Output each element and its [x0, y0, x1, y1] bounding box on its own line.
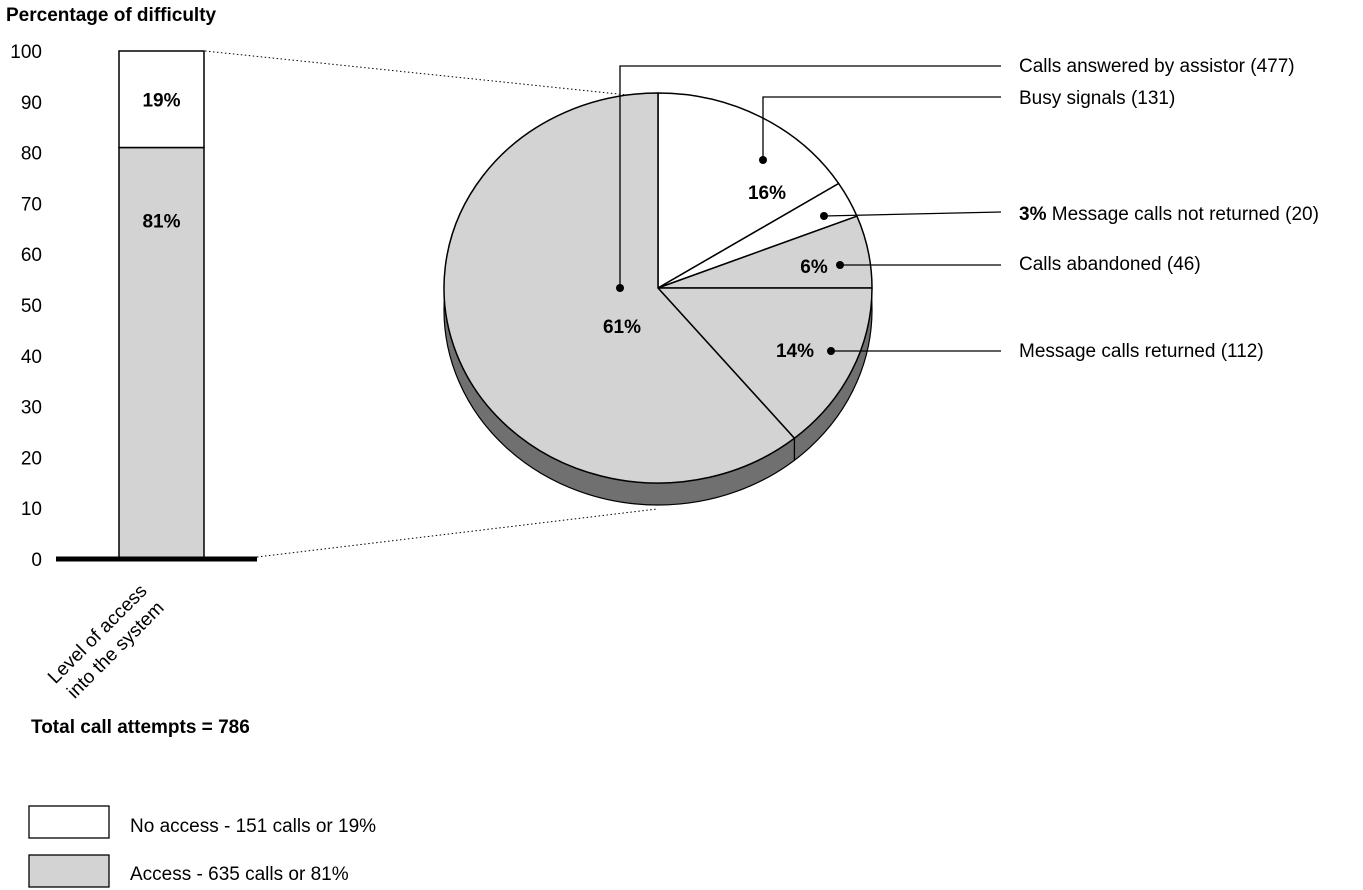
- y-axis-title: Percentage of difficulty: [6, 5, 217, 26]
- legend-text-busy: Busy signals (131): [1019, 88, 1175, 109]
- callout-dot-assistor: [616, 284, 624, 292]
- pie-slice-returned: [657, 287, 873, 439]
- callout-dot-abandoned: [836, 261, 844, 269]
- y-tick-label: 10: [21, 499, 42, 520]
- pie-label-busy: 16%: [748, 183, 786, 204]
- y-tick-label: 40: [21, 347, 42, 368]
- pie-slice-busy: [657, 92, 840, 289]
- pie-label-not-returned: 3%: [1019, 204, 1047, 225]
- callout-line-not-returned: [823, 211, 1002, 217]
- y-axis-ticks: 0 10 20 30 40 50 60 70 80 90 100: [10, 42, 42, 571]
- connector-bottom: [256, 508, 658, 558]
- y-tick-label: 30: [21, 398, 42, 419]
- legend-swatch-no-access: [28, 805, 110, 839]
- callout-dot-returned: [827, 347, 835, 355]
- legend-name-not-returned: Message calls not returned (20): [1046, 204, 1318, 225]
- y-tick-label: 70: [21, 194, 42, 215]
- callout-dot-not-returned: [820, 212, 828, 220]
- legend-swatch-access: [28, 854, 110, 888]
- legend-text-assistor: Calls answered by assistor (477): [1019, 56, 1295, 77]
- y-tick-label: 60: [21, 245, 42, 266]
- bar-label-access: 81%: [142, 212, 180, 233]
- y-tick-label: 80: [21, 144, 42, 165]
- callout-line-busy: [762, 96, 1001, 160]
- pie-callouts: Calls answered by assistor (477) 61% Busy …: [603, 56, 1319, 362]
- legend-label-no-access: No access - 151 calls or 19%: [130, 816, 376, 837]
- bar-segment-no-access: [118, 50, 205, 149]
- y-tick-label: 100: [10, 42, 42, 63]
- x-axis-label: Level of access into the system: [44, 581, 168, 703]
- pie-chart: [443, 92, 873, 506]
- callout-dot-busy: [759, 156, 767, 164]
- legend-text-not-returned: 3% Message calls not returned (20): [1019, 204, 1319, 225]
- legend-label-access: Access - 635 calls or 81%: [130, 864, 349, 885]
- stacked-bar: 81% 19%: [118, 50, 205, 560]
- connector-top: [204, 50, 648, 98]
- bar-label-no-access: 19%: [142, 90, 180, 111]
- total-call-attempts: Total call attempts = 786: [31, 717, 250, 738]
- legend-text-returned: Message calls returned (112): [1019, 341, 1264, 362]
- pie-label-returned: 14%: [776, 341, 814, 362]
- y-tick-label: 20: [21, 448, 42, 469]
- y-tick-label: 90: [21, 93, 42, 114]
- pie-label-assistor: 61%: [603, 317, 641, 338]
- legend-text-abandoned: Calls abandoned (46): [1019, 254, 1201, 275]
- callout-line-assistor: [619, 65, 1001, 288]
- bar-segment-access: [118, 146, 205, 560]
- y-tick-label: 0: [31, 550, 42, 571]
- y-tick-label: 50: [21, 296, 42, 317]
- pie-label-abandoned: 6%: [800, 257, 828, 278]
